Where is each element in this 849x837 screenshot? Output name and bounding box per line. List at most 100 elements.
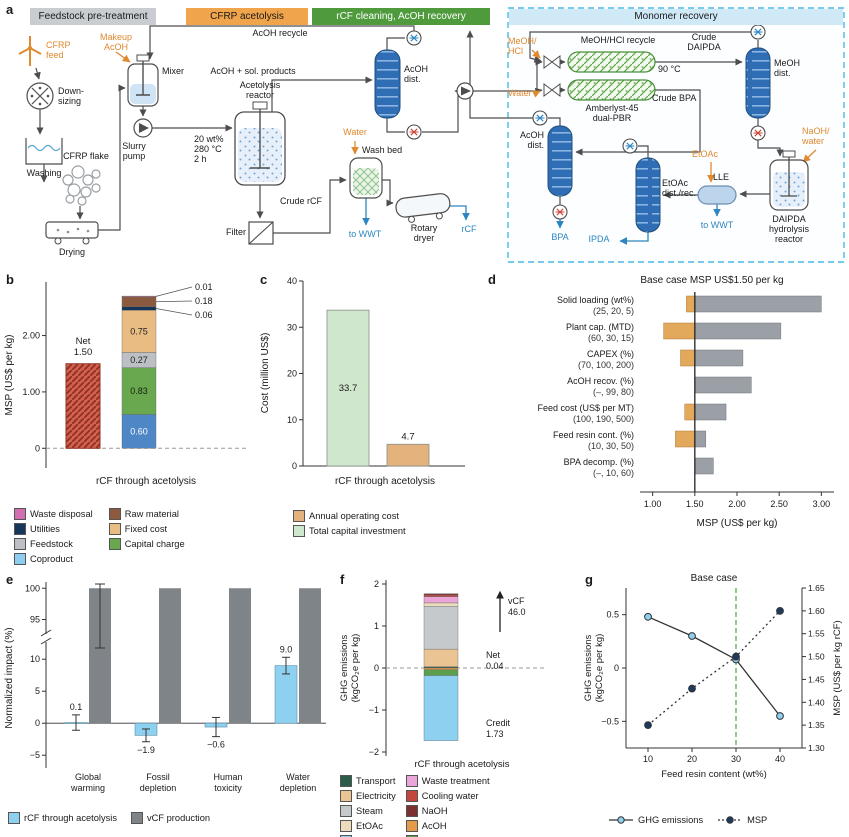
svg-text:GHG emissions: GHG emissions bbox=[583, 634, 594, 701]
svg-text:rCF through acetolysis: rCF through acetolysis bbox=[96, 476, 196, 487]
panel-a-flow-diagram: Feedstock pre-treatment CFRP acetolysis … bbox=[0, 0, 849, 268]
data-point bbox=[732, 652, 740, 661]
bar-vcf bbox=[299, 588, 321, 724]
legend-item-feedstock: Feedstock bbox=[14, 537, 93, 550]
label-rotary-dryer: Rotary dryer bbox=[410, 223, 438, 244]
legend-label: Cooling water bbox=[421, 790, 479, 801]
legend-label: Transport bbox=[356, 775, 396, 786]
pbr-column-top bbox=[567, 51, 656, 73]
svg-text:Credit: Credit bbox=[486, 718, 511, 728]
legend-item-naoh: NaOH bbox=[405, 804, 490, 817]
svg-text:Feed resin content (wt%): Feed resin content (wt%) bbox=[661, 769, 767, 780]
down-sizer-icon bbox=[26, 82, 54, 110]
panel-d-tornado-chart: Base case MSP US$1.50 per kg Solid loadin… bbox=[482, 268, 849, 568]
legend-swatch bbox=[405, 789, 418, 802]
label-acetolysis-reactor: Acetolysis reactor bbox=[239, 80, 281, 101]
svg-text:3.00: 3.00 bbox=[813, 499, 831, 509]
svg-text:1.45: 1.45 bbox=[808, 674, 825, 684]
legend-label: Coproduct bbox=[30, 553, 73, 564]
label-ipda: IPDA bbox=[588, 234, 610, 244]
label-daipda-reactor: DAIPDA hydrolysis reactor bbox=[768, 214, 809, 245]
ghg-segment-electricity bbox=[423, 648, 459, 667]
svg-text:Net: Net bbox=[486, 650, 501, 660]
data-point bbox=[644, 721, 652, 730]
pbr-column-bottom bbox=[567, 79, 656, 101]
legend-item-utilities: Utilities bbox=[14, 522, 93, 535]
legend-swatch bbox=[340, 789, 352, 802]
svg-text:10: 10 bbox=[287, 415, 297, 425]
svg-text:Feed cost (US$ per MT): Feed cost (US$ per MT) bbox=[537, 403, 634, 413]
label-filter: Filter bbox=[226, 227, 246, 237]
acoh-distillation-column-1 bbox=[374, 49, 401, 119]
etoac-distillation-column bbox=[635, 157, 661, 233]
meoh-distillation-column bbox=[745, 47, 771, 119]
chart-d-svg: Base case MSP US$1.50 per kg Solid loadin… bbox=[537, 275, 834, 529]
svg-text:1.50: 1.50 bbox=[808, 652, 825, 662]
svg-text:95: 95 bbox=[30, 615, 40, 625]
legend-item-rcf-through-acetolysis: rCF through acetolysis bbox=[8, 811, 118, 824]
bar-vcf bbox=[229, 588, 251, 724]
svg-text:9.0: 9.0 bbox=[280, 644, 293, 654]
legend-swatch bbox=[131, 811, 144, 824]
bar-vcf bbox=[159, 588, 181, 724]
svg-text:(kgCO₂e per kg): (kgCO₂e per kg) bbox=[350, 634, 361, 703]
label-amberlyst: Amberlyst-45 dual-PBR bbox=[585, 103, 639, 124]
tornado-high-bar bbox=[694, 295, 822, 313]
svg-text:0.18: 0.18 bbox=[195, 296, 213, 306]
ghg-segment-bpa bbox=[423, 675, 459, 741]
tornado-high-bar bbox=[694, 457, 714, 475]
wash-bed-vessel bbox=[349, 157, 383, 199]
svg-text:MSP (US$ per kg rCF): MSP (US$ per kg rCF) bbox=[832, 620, 843, 715]
legend-swatch bbox=[405, 819, 418, 832]
svg-text:0.04: 0.04 bbox=[486, 661, 504, 671]
legend-swatch bbox=[405, 804, 418, 817]
svg-text:0: 0 bbox=[35, 718, 40, 728]
heat-exchanger-icons bbox=[406, 24, 766, 220]
label-acoh-recycle: AcOH recycle bbox=[252, 28, 308, 38]
tornado-low-bar bbox=[686, 295, 696, 313]
svg-text:−2: −2 bbox=[369, 747, 379, 757]
tornado-high-bar bbox=[694, 430, 707, 448]
legend-label: rCF through acetolysis bbox=[24, 812, 118, 823]
label-to-wwt-2: to WWT bbox=[700, 220, 734, 230]
svg-text:−1: −1 bbox=[369, 705, 379, 715]
label-down-sizing: Down- sizing bbox=[58, 86, 85, 107]
tornado-low-bar bbox=[684, 403, 696, 421]
label-bpa: BPA bbox=[551, 232, 569, 242]
bar-vcf bbox=[89, 588, 111, 724]
stack-segment-waste-disposal bbox=[121, 295, 157, 298]
data-point bbox=[776, 712, 784, 720]
legend-label: Waste treatment bbox=[421, 775, 490, 786]
ghg-segment-waste-treatment bbox=[423, 596, 459, 604]
legend-item-waste-treatment: Waste treatment bbox=[405, 774, 490, 787]
feed-lines bbox=[115, 49, 817, 183]
svg-text:0: 0 bbox=[35, 443, 40, 453]
legend-swatch bbox=[8, 811, 20, 824]
transfer-pump-icon bbox=[456, 82, 474, 100]
legend-item-electricity: Electricity bbox=[340, 789, 396, 802]
svg-text:1.50: 1.50 bbox=[686, 499, 704, 509]
ghg-segment-ipda bbox=[423, 669, 459, 676]
svg-text:1.00: 1.00 bbox=[644, 499, 662, 509]
svg-text:1.55: 1.55 bbox=[808, 629, 825, 639]
svg-text:rCF through acetolysis: rCF through acetolysis bbox=[335, 476, 435, 487]
svg-text:−5: −5 bbox=[30, 750, 40, 760]
stack-segment-utilities bbox=[121, 306, 157, 311]
net-msp-bar bbox=[65, 363, 101, 449]
tornado-high-bar bbox=[694, 349, 744, 367]
dryer-conveyor bbox=[45, 221, 99, 245]
svg-text:(100, 190, 500): (100, 190, 500) bbox=[573, 414, 634, 424]
legend-swatch bbox=[108, 522, 121, 535]
rotary-dryer-icon bbox=[395, 193, 451, 223]
stack-segment-capital-charge bbox=[121, 367, 157, 415]
legend-label: vCF production bbox=[147, 812, 211, 823]
svg-text:2: 2 bbox=[374, 579, 379, 589]
panel-letter-e: e bbox=[6, 572, 14, 587]
svg-text:1.50: 1.50 bbox=[74, 347, 93, 358]
svg-text:1.40: 1.40 bbox=[808, 697, 825, 707]
svg-text:10: 10 bbox=[643, 754, 653, 764]
label-naoh-water: NaOH/ water bbox=[802, 126, 830, 147]
legend-column: Annual operating cost Total capital inves… bbox=[293, 508, 406, 538]
svg-text:40: 40 bbox=[775, 754, 785, 764]
panel-c-cost-chart: 0 10 20 30 40 33.7 4.7 Cost (million US$) rCF th… bbox=[255, 268, 482, 568]
